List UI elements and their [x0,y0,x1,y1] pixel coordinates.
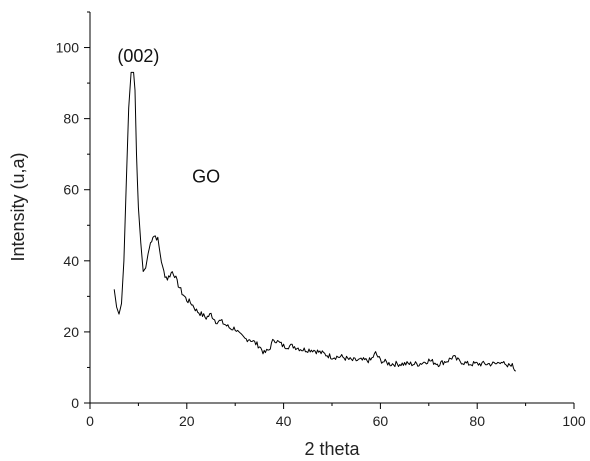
y-tick-label: 0 [71,395,79,411]
series-layer [113,71,517,372]
y-tick-label: 20 [63,324,79,340]
y-ticks: 0 20 40 60 80 100 [56,11,90,411]
y-tick-label: 60 [63,182,79,198]
annotation-label: (002) [117,46,159,66]
series-line [113,71,517,372]
x-tick-label: 0 [86,413,94,429]
y-tick-label: 100 [56,40,80,56]
x-tick-label: 40 [276,413,292,429]
x-tick-label: 80 [469,413,485,429]
x-tick-label: 100 [562,413,586,429]
y-tick-label: 80 [63,111,79,127]
annotation-label: GO [192,167,220,187]
x-axis-title: 2 theta [304,439,360,459]
y-tick-label: 40 [63,253,79,269]
x-tick-label: 60 [373,413,389,429]
x-tick-label: 20 [179,413,195,429]
plot-area: 0 20 40 60 80 100 0 20 40 60 80 100 (002) GO [56,11,586,429]
x-ticks: 0 20 40 60 80 100 [86,403,586,429]
annotations: (002) GO [117,46,220,187]
y-axis-title: Intensity (u,a) [8,152,28,261]
